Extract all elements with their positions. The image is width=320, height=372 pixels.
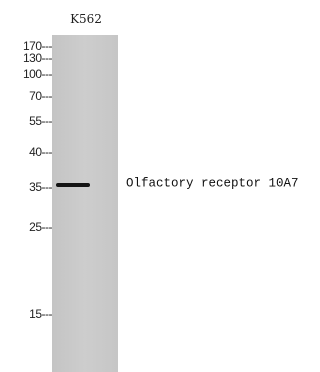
marker: 130--- [23,51,53,65]
marker: 70--- [29,89,52,103]
lane [52,35,118,372]
lane-label: K562 [70,12,102,26]
marker: 40--- [29,145,52,159]
band [56,183,90,187]
marker: 25--- [29,220,52,234]
marker: 100--- [23,67,53,81]
western-blot: K562 170--- 130--- 100--- 70--- 55--- 40… [0,0,315,372]
marker: 55--- [29,114,52,128]
marker: 35--- [29,180,52,194]
band-label: Olfactory receptor 10A7 [126,176,299,190]
marker: 15--- [29,307,52,321]
